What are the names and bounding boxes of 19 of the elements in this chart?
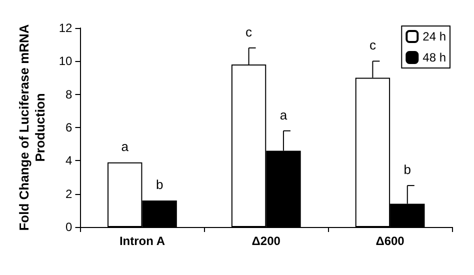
x-tick-label: Δ600 <box>376 234 405 248</box>
legend-label: 24 h <box>422 30 446 44</box>
y-tick-label: 4 <box>66 154 73 168</box>
y-tick-label: 8 <box>66 87 73 102</box>
y-axis-title: Fold Change of Luciferase mRNA Production <box>16 24 48 231</box>
y-tick-label: 10 <box>58 54 73 68</box>
x-tick-label: Δ200 <box>252 234 281 248</box>
x-tick-label: Intron A <box>119 234 166 248</box>
annotation: a <box>280 107 288 122</box>
annotation: b <box>156 176 164 192</box>
y-tick-label: 12 <box>58 21 73 35</box>
annotation: c <box>369 38 376 53</box>
y-tick-label: 6 <box>66 120 73 134</box>
y-tick-label: 0 <box>66 220 73 234</box>
legend-label: 48 h <box>422 50 446 64</box>
annotation: b <box>404 162 412 178</box>
annotation: c <box>246 24 253 40</box>
annotation: a <box>121 138 130 154</box>
y-tick-label: 2 <box>66 186 73 201</box>
